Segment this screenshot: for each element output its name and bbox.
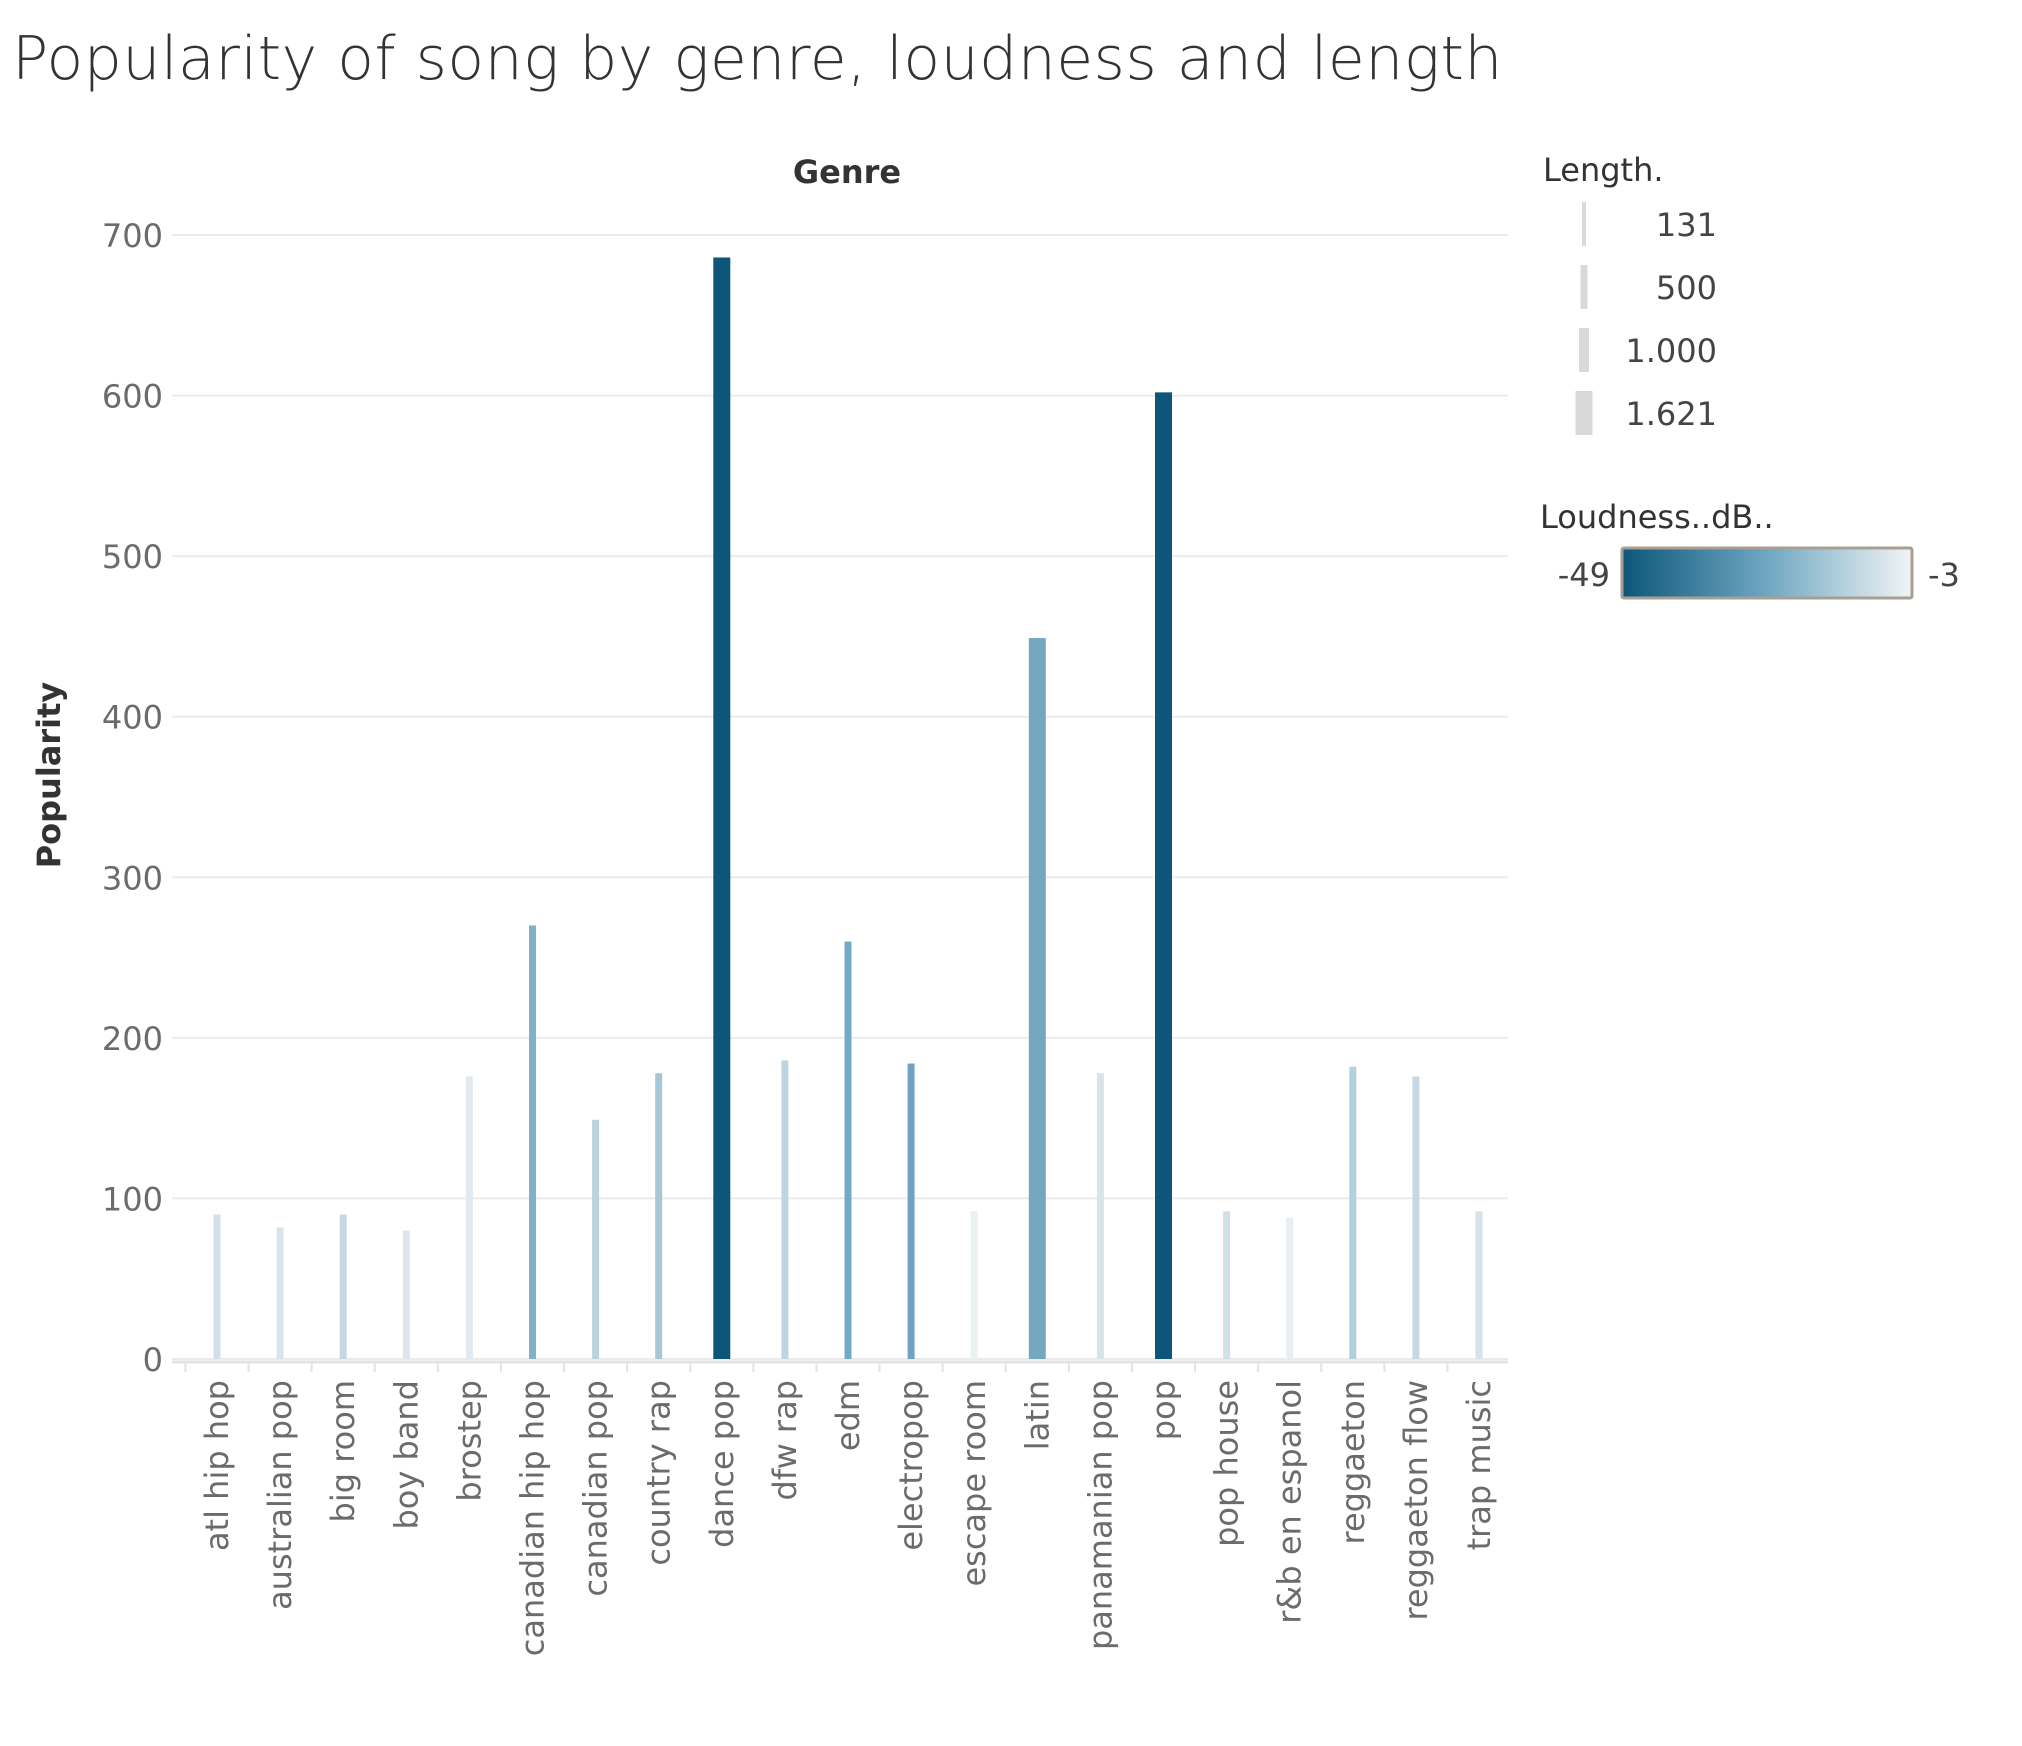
x-tick-label: atl hip hop (198, 1380, 236, 1551)
bar (213, 1214, 221, 1359)
x-tick-label: pop (1145, 1380, 1183, 1440)
x-tick-label: country rap (640, 1380, 678, 1566)
x-tick-label: big room (324, 1380, 362, 1522)
x-tick-label: brostep (450, 1380, 488, 1502)
column-header: Genre (793, 153, 901, 191)
y-tick-label: 400 (102, 699, 163, 737)
x-tick-label: reggaeton flow (1397, 1380, 1435, 1621)
x-tick-label: canadian hip hop (514, 1380, 552, 1656)
y-tick-label: 100 (102, 1180, 163, 1218)
bar (402, 1230, 410, 1359)
x-tick-label: r&b en espanol (1271, 1380, 1309, 1624)
x-tick-label: boy band (387, 1380, 425, 1530)
y-tick-label: 600 (102, 378, 163, 416)
y-axis-title: Popularity (30, 682, 68, 869)
x-tick-label: reggaeton (1334, 1380, 1372, 1544)
x-axis (172, 1360, 1508, 1372)
legend-length-swatch (1580, 265, 1588, 309)
bar (844, 941, 852, 1359)
legend-length-label: 500 (1656, 269, 1717, 307)
x-axis-ticks: atl hip hop australian pop big room boy ban… (198, 1380, 1498, 1656)
bar (970, 1211, 978, 1359)
bar (276, 1227, 284, 1359)
x-tick-label: escape room (955, 1380, 993, 1587)
legend-loudness-max: -3 (1928, 556, 1960, 594)
y-tick-label: 200 (102, 1020, 163, 1058)
bar (1028, 638, 1046, 1359)
bar (339, 1214, 347, 1359)
bar (781, 1060, 789, 1359)
legend-loudness-min: -49 (1558, 556, 1610, 594)
bar (1412, 1076, 1420, 1359)
x-tick-label: electropop (892, 1380, 930, 1551)
bar (907, 1063, 915, 1359)
bar (1475, 1211, 1483, 1359)
x-tick-label: dfw rap (766, 1380, 804, 1500)
x-tick-label: latin (1018, 1380, 1056, 1450)
x-tick-label: pop house (1208, 1380, 1246, 1547)
legend-length-label: 1.000 (1625, 332, 1717, 370)
x-tick-label: australian pop (261, 1380, 299, 1610)
y-tick-label: 500 (102, 538, 163, 576)
x-tick-label: edm (829, 1380, 867, 1451)
x-tick-label: trap music (1460, 1380, 1498, 1550)
y-axis-ticks: 0 100 200 300 400 500 600 700 (102, 217, 163, 1379)
legend-loudness: Loudness..dB.. -49 -3 (1540, 498, 1960, 600)
legend-length-swatch (1582, 202, 1586, 246)
legend-length-label: 1.621 (1625, 395, 1717, 433)
legend-length-label: 131 (1656, 206, 1717, 244)
x-tick-label: dance pop (703, 1380, 741, 1548)
bar (592, 1119, 600, 1359)
legend-length-title: Length. (1543, 151, 1664, 189)
bar (1223, 1211, 1231, 1359)
bar (1286, 1217, 1294, 1359)
legend-loudness-gradient (1620, 546, 1914, 600)
bars (213, 257, 1483, 1360)
bar (1349, 1066, 1357, 1359)
legend-loudness-title: Loudness..dB.. (1540, 498, 1774, 536)
chart-title: Popularity of song by genre, loudness an… (12, 24, 1503, 94)
x-tick-label: panamanian pop (1081, 1380, 1119, 1650)
legend-length-swatch (1579, 328, 1589, 372)
legend-length-swatch (1575, 391, 1593, 435)
legend-length: Length. 131 500 1.000 1.621 (1543, 151, 1717, 435)
y-tick-label: 700 (102, 217, 163, 255)
bar (1155, 392, 1172, 1359)
bar (529, 925, 536, 1359)
bar (713, 257, 731, 1360)
gridlines (172, 234, 1508, 1360)
y-tick-label: 0 (143, 1341, 163, 1379)
x-tick-label: canadian pop (577, 1380, 615, 1597)
y-tick-label: 300 (102, 859, 163, 897)
bar (465, 1076, 473, 1359)
bar (655, 1073, 663, 1359)
bar (1096, 1073, 1104, 1359)
